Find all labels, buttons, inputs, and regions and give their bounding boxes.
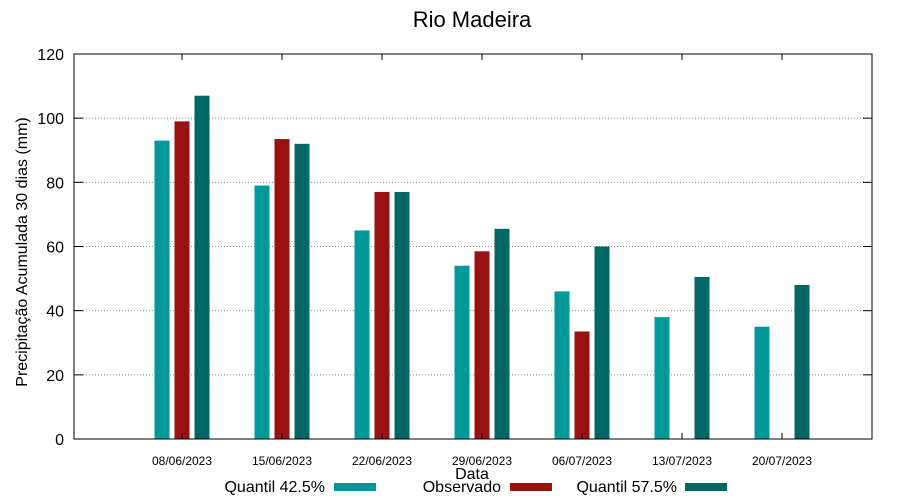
y-axis-label: Precipitação Acumulada 30 dias (mm) xyxy=(14,117,31,386)
y-tick-label: 60 xyxy=(46,240,64,257)
legend-swatch xyxy=(685,483,727,491)
grid-lines xyxy=(74,117,872,376)
bar-quantil-57-5--7 xyxy=(794,285,810,439)
bar-quantil-42-5--6 xyxy=(654,317,670,439)
chart-title: Rio Madeira xyxy=(413,7,532,32)
bar-quantil-57-5--2 xyxy=(294,143,310,440)
legend-label: Observado xyxy=(423,479,501,496)
x-tick-label: 08/06/2023 xyxy=(152,454,212,468)
bar-quantil-42-5--5 xyxy=(554,291,570,439)
y-tick-label: 0 xyxy=(55,432,64,449)
legend: Quantil 42.5% Observado Quantil 57.5% xyxy=(224,479,727,496)
bar-quantil-42-5--1 xyxy=(154,140,170,439)
bar-quantil-57-5--1 xyxy=(194,95,210,439)
legend-swatch xyxy=(510,483,552,491)
x-tick-label: 29/06/2023 xyxy=(452,454,512,468)
y-tick-label: 20 xyxy=(46,368,64,385)
bar-quantil-42-5--4 xyxy=(454,265,470,439)
x-axis-ticks: 08/06/2023 15/06/2023 22/06/2023 29/06/2023… xyxy=(152,54,812,468)
y-tick-label: 120 xyxy=(37,47,64,64)
x-tick-label: 13/07/2023 xyxy=(652,454,712,468)
legend-label: Quantil 42.5% xyxy=(224,479,325,496)
bar-observado-5 xyxy=(574,331,590,439)
bars xyxy=(154,95,810,440)
bar-quantil-42-5--2 xyxy=(254,185,270,439)
x-tick-label: 15/06/2023 xyxy=(252,454,312,468)
bar-quantil-42-5--3 xyxy=(354,230,370,439)
bar-quantil-42-5--7 xyxy=(754,326,770,439)
x-tick-label: 20/07/2023 xyxy=(752,454,812,468)
legend-label: Quantil 57.5% xyxy=(576,479,677,496)
x-axis-label: Data xyxy=(455,466,489,483)
bar-observado-1 xyxy=(174,121,190,439)
bar-quantil-57-5--6 xyxy=(694,276,710,439)
y-tick-label: 40 xyxy=(46,304,64,321)
bar-quantil-57-5--5 xyxy=(594,246,610,439)
y-tick-label: 80 xyxy=(46,175,64,192)
x-tick-label: 06/07/2023 xyxy=(552,454,612,468)
bar-quantil-57-5--4 xyxy=(494,228,510,439)
legend-swatch xyxy=(334,483,376,491)
bar-observado-3 xyxy=(374,191,390,439)
x-tick-label: 22/06/2023 xyxy=(352,454,412,468)
bar-observado-4 xyxy=(474,251,490,439)
bar-observado-2 xyxy=(274,139,290,440)
y-axis-ticks: 0 20 40 60 80 100 120 xyxy=(37,47,872,449)
bar-quantil-57-5--3 xyxy=(394,191,410,439)
y-tick-label: 100 xyxy=(37,111,64,128)
